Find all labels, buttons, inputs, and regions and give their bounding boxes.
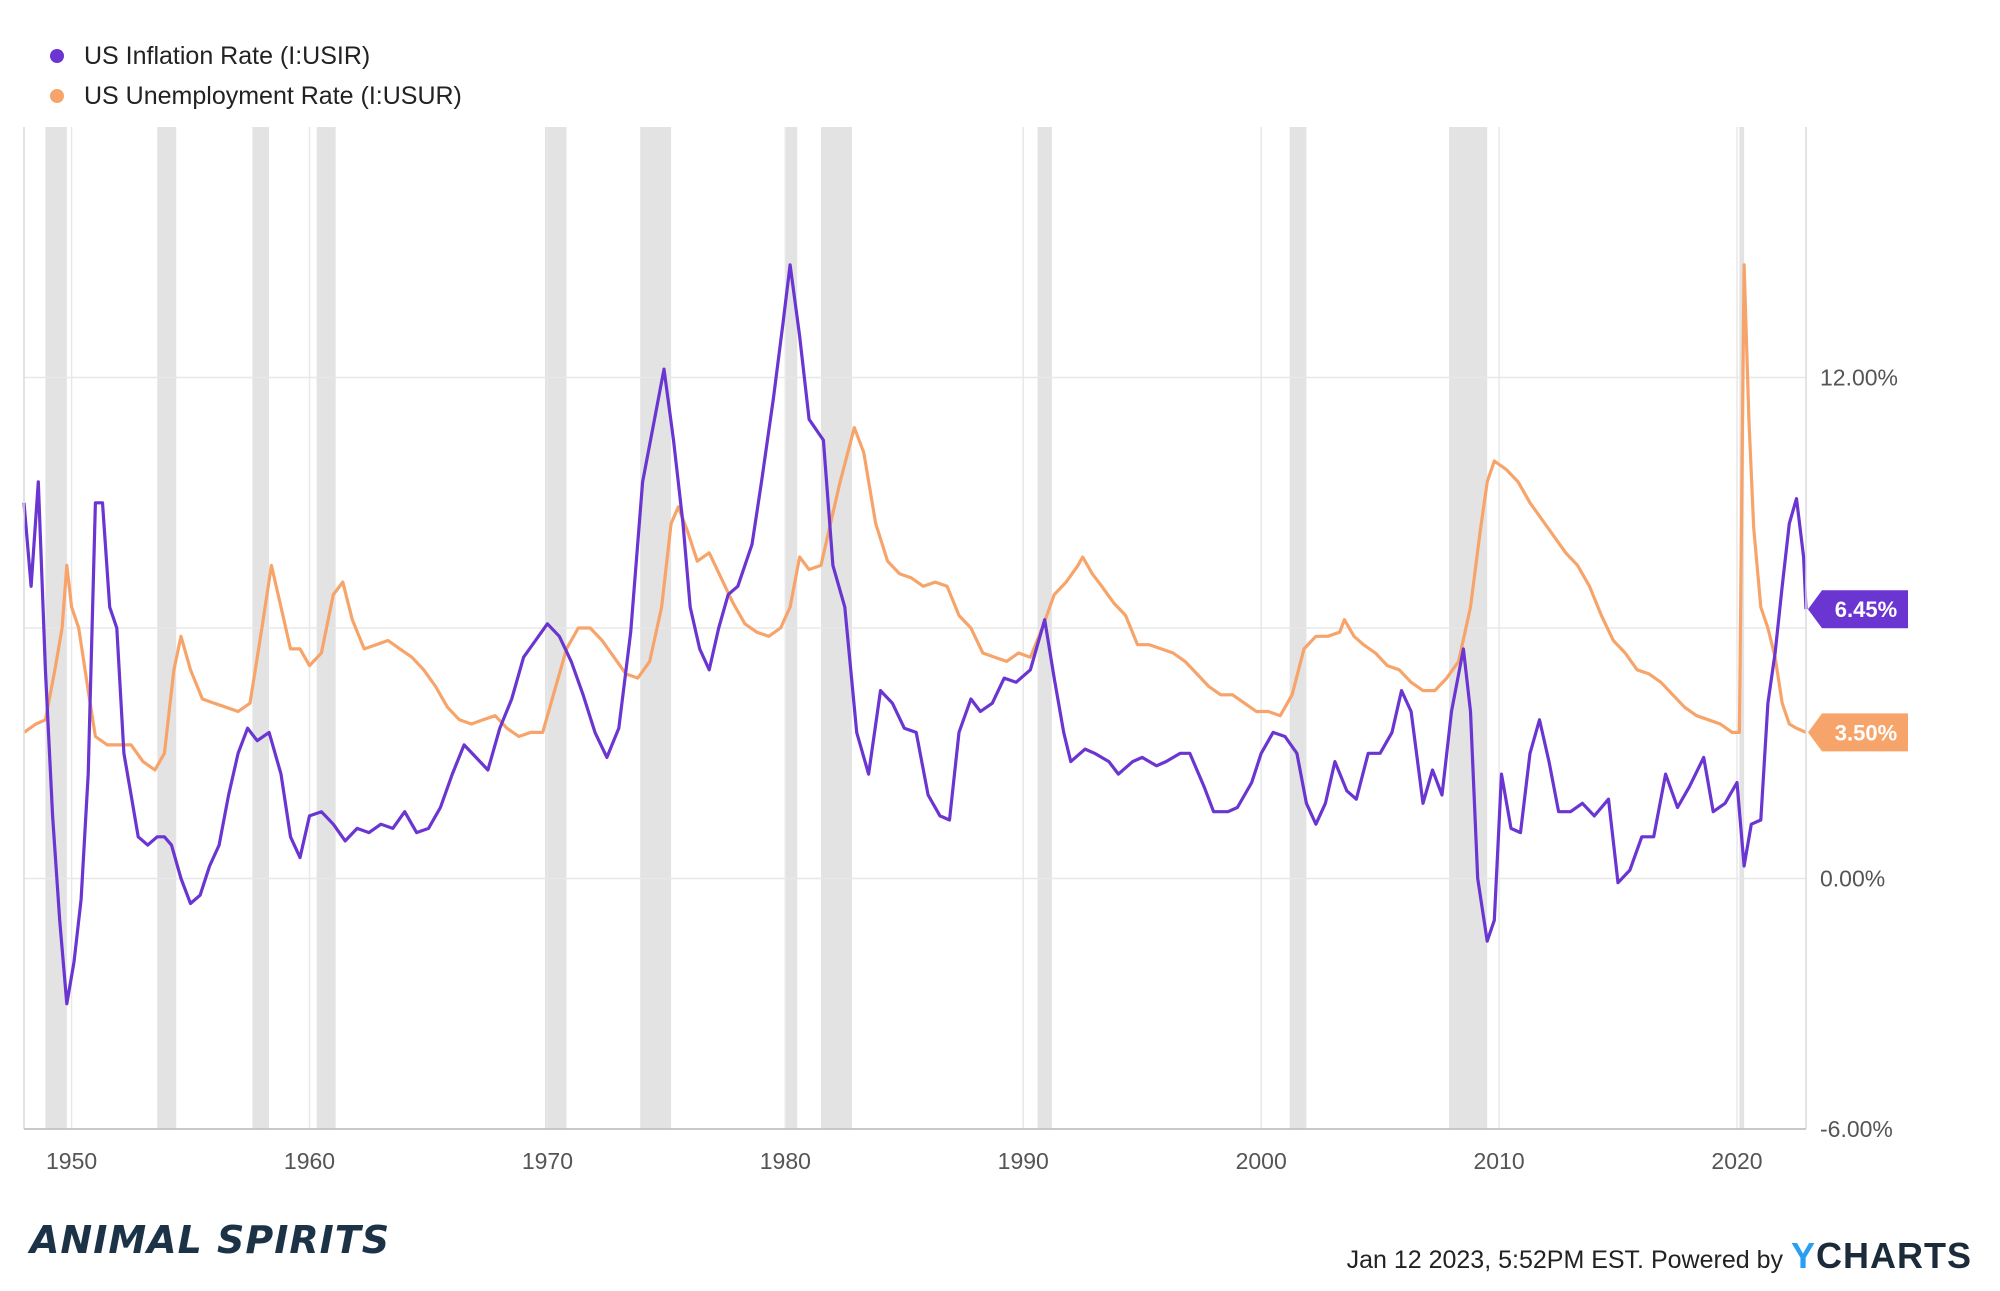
series-lines xyxy=(22,263,1808,1006)
footer-timestamp-text: Jan 12 2023, 5:52PM EST. Powered by xyxy=(1346,1246,1783,1274)
inflation-series-dot-icon xyxy=(50,49,64,63)
chart-axes: 1950 1960 1970 1980 1990 2000 2010 2020 -6.00% 0.… xyxy=(23,127,1898,1174)
unemployment-series-dot-icon xyxy=(50,89,64,103)
legend-item-unemployment[interactable]: US Unemployment Rate (I:USUR) xyxy=(50,76,462,116)
inflation-last-value-flag xyxy=(1808,590,1908,629)
x-tick-label: 1980 xyxy=(760,1148,811,1174)
inflation-series-line xyxy=(22,263,1808,1006)
x-tick-label: 2020 xyxy=(1711,1148,1762,1174)
animal-spirits-logo: ANIMAL SPIRITS xyxy=(30,1218,391,1262)
x-tick-label: 1960 xyxy=(284,1148,335,1174)
y-tick-label: -6.00% xyxy=(1820,1116,1893,1142)
x-tick-label: 2000 xyxy=(1236,1148,1287,1174)
last-value-labels: 6.45% 3.50% xyxy=(1808,590,1908,752)
x-tick-label: 1950 xyxy=(46,1148,97,1174)
legend-item-inflation[interactable]: US Inflation Rate (I:USIR) xyxy=(50,36,462,76)
chart-legend: US Inflation Rate (I:USIR) US Unemployme… xyxy=(50,36,462,116)
last-value-label: 6.45% xyxy=(1835,597,1897,622)
unemployment-last-value-flag xyxy=(1808,713,1908,752)
footer-timestamp: Jan 12 2023, 5:52PM EST. Powered by YCHA… xyxy=(1347,1235,1972,1277)
last-value-label: 3.50% xyxy=(1835,720,1897,745)
legend-label-inflation: US Inflation Rate (I:USIR) xyxy=(84,41,371,70)
x-tick-label: 2010 xyxy=(1474,1148,1525,1174)
x-tick-label: 1970 xyxy=(522,1148,573,1174)
chart-gridlines xyxy=(24,127,1806,1130)
y-tick-label: 0.00% xyxy=(1820,866,1885,892)
x-tick-label: 1990 xyxy=(998,1148,1049,1174)
legend-label-unemployment: US Unemployment Rate (I:USUR) xyxy=(84,81,462,110)
ycharts-logo[interactable]: YCHARTS xyxy=(1790,1235,1972,1276)
unemployment-series-line xyxy=(23,263,1807,772)
y-tick-label: 12.00% xyxy=(1820,365,1898,391)
